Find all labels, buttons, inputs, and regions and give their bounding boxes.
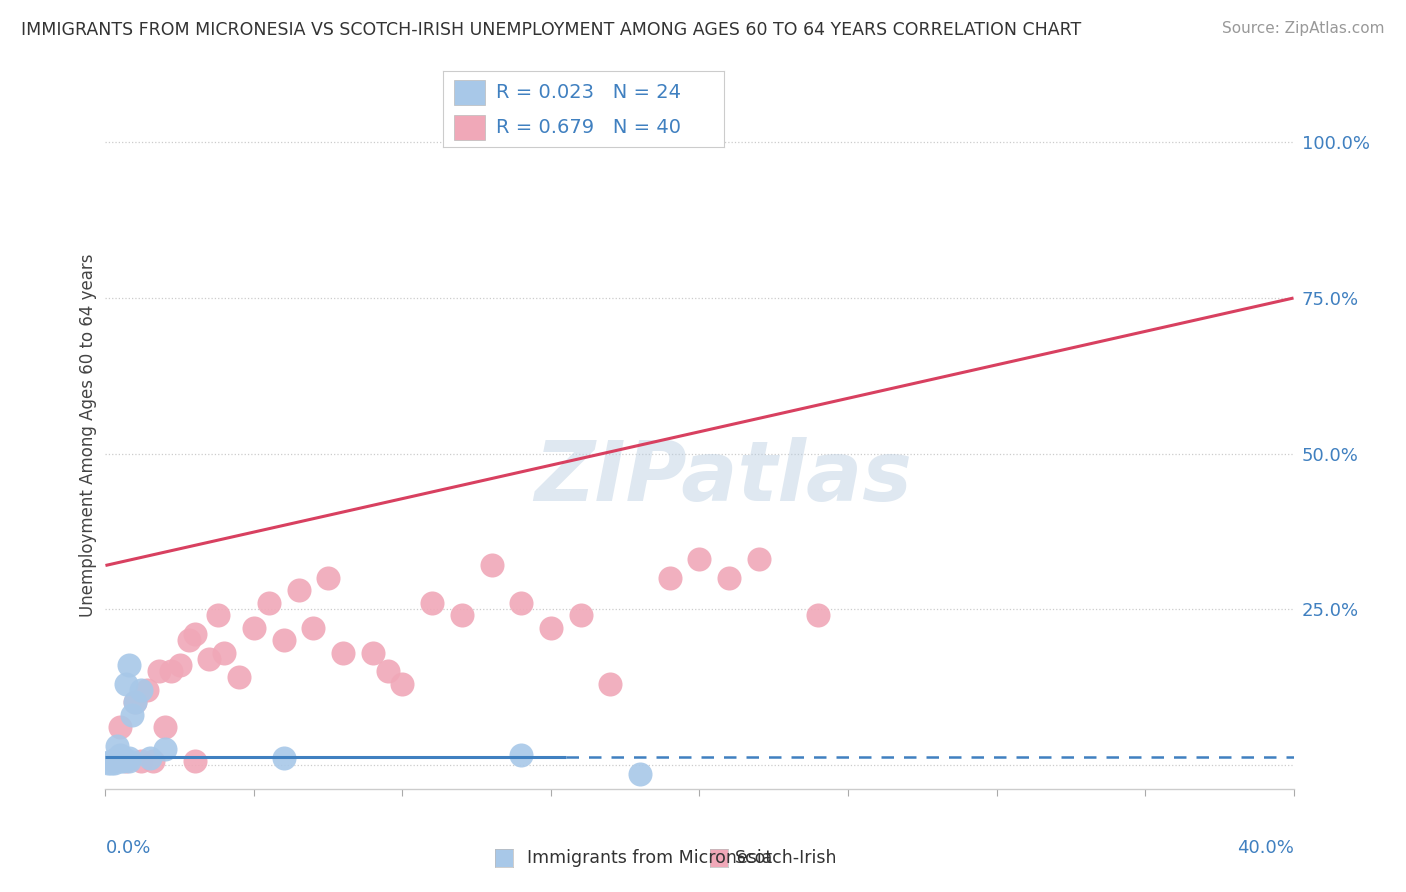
Point: [510, 596, 533, 610]
Point: [129, 682, 152, 697]
Point: [183, 627, 205, 641]
Point: [243, 621, 266, 635]
Text: R = 0.679   N = 40: R = 0.679 N = 40: [496, 118, 682, 137]
Point: [124, 695, 146, 709]
Point: [198, 652, 221, 666]
Text: 40.0%: 40.0%: [1237, 839, 1294, 857]
Point: [207, 608, 229, 623]
Point: [110, 720, 132, 734]
Point: [540, 621, 562, 635]
Point: [110, 753, 132, 767]
Point: [139, 751, 162, 765]
Point: [420, 596, 443, 610]
Point: [118, 755, 141, 769]
Point: [100, 756, 122, 770]
Point: [153, 720, 176, 734]
Text: ZIPatlas: ZIPatlas: [534, 437, 912, 518]
Point: [110, 755, 132, 769]
Point: [153, 742, 176, 756]
Point: [214, 646, 236, 660]
Point: [287, 583, 309, 598]
Point: [129, 755, 152, 769]
Point: [118, 658, 141, 673]
Point: [159, 664, 181, 679]
FancyBboxPatch shape: [454, 115, 485, 140]
Point: [115, 676, 138, 690]
Text: 0.0%: 0.0%: [105, 839, 150, 857]
Point: [273, 751, 295, 765]
Point: [302, 621, 325, 635]
Point: [273, 633, 295, 648]
Point: [118, 751, 141, 765]
Point: [332, 646, 354, 660]
Point: [103, 753, 125, 767]
Point: [105, 751, 128, 765]
Text: Scotch-Irish: Scotch-Irish: [735, 849, 838, 867]
Point: [110, 748, 132, 763]
Point: [169, 658, 191, 673]
Point: [718, 571, 741, 585]
FancyBboxPatch shape: [454, 80, 485, 104]
Point: [112, 755, 135, 769]
Point: [361, 646, 384, 660]
Point: [807, 608, 830, 623]
Text: Immigrants from Micronesia: Immigrants from Micronesia: [527, 849, 773, 867]
Point: [148, 664, 170, 679]
Text: IMMIGRANTS FROM MICRONESIA VS SCOTCH-IRISH UNEMPLOYMENT AMONG AGES 60 TO 64 YEAR: IMMIGRANTS FROM MICRONESIA VS SCOTCH-IRI…: [21, 21, 1081, 38]
Point: [510, 748, 533, 763]
Text: R = 0.023   N = 24: R = 0.023 N = 24: [496, 83, 682, 102]
Point: [1400, 136, 1406, 150]
Point: [599, 676, 621, 690]
Point: [628, 767, 651, 781]
Point: [569, 608, 592, 623]
Point: [316, 571, 339, 585]
Point: [257, 596, 280, 610]
Point: [136, 682, 159, 697]
Point: [97, 756, 120, 770]
Point: [450, 608, 472, 623]
Point: [689, 552, 711, 566]
Text: Source: ZipAtlas.com: Source: ZipAtlas.com: [1222, 21, 1385, 36]
Point: [105, 739, 128, 753]
Point: [115, 755, 138, 769]
Point: [658, 571, 681, 585]
Point: [183, 755, 205, 769]
Point: [103, 756, 125, 770]
Point: [103, 755, 125, 769]
Point: [391, 676, 413, 690]
Point: [100, 755, 122, 769]
Point: [124, 695, 146, 709]
Y-axis label: Unemployment Among Ages 60 to 64 years: Unemployment Among Ages 60 to 64 years: [79, 253, 97, 616]
Point: [748, 552, 770, 566]
Point: [377, 664, 399, 679]
Point: [121, 707, 143, 722]
Point: [481, 558, 503, 573]
Point: [177, 633, 200, 648]
Point: [112, 751, 135, 765]
Point: [142, 755, 165, 769]
Point: [228, 670, 250, 684]
